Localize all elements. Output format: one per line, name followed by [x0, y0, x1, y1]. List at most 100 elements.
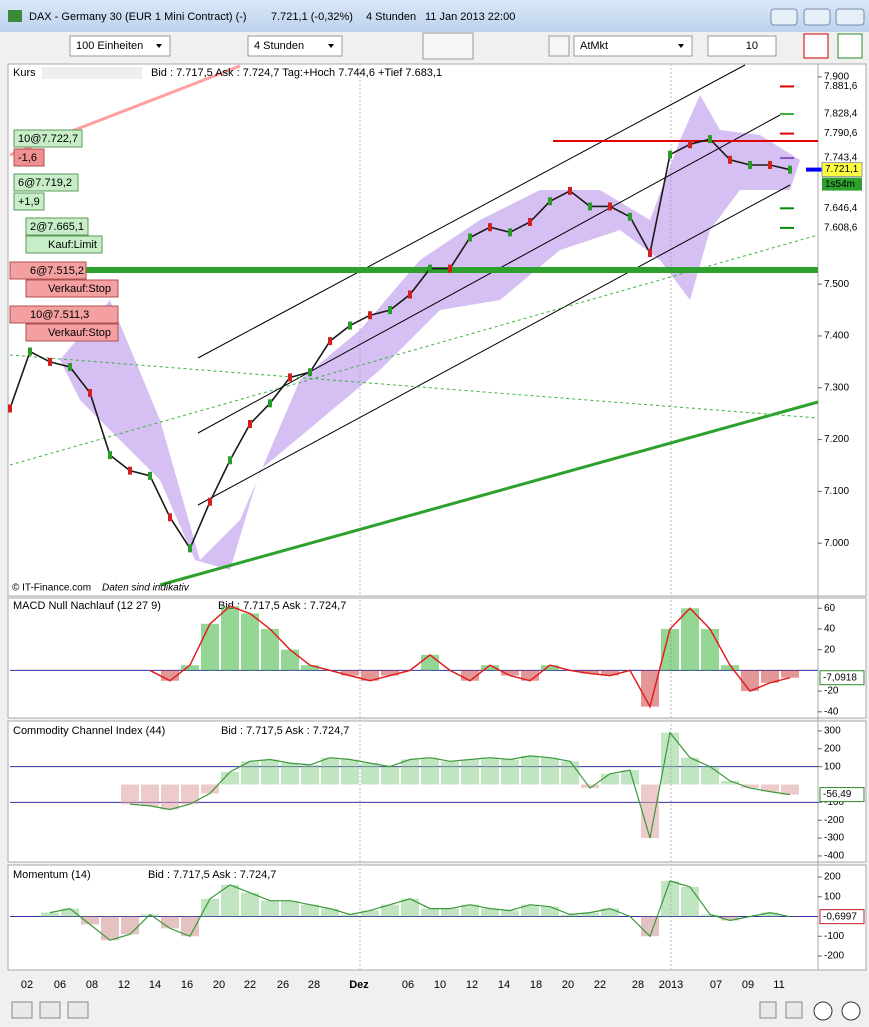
value-label-box: [819, 909, 865, 925]
x-tick-label: 18: [530, 979, 542, 991]
sell-button[interactable]: [803, 33, 829, 59]
order-box[interactable]: 10@7.722,7 -1,6: [13, 129, 83, 167]
scroll-button[interactable]: [785, 1001, 803, 1019]
y-tick-label: 200: [824, 743, 841, 754]
candle: [368, 311, 372, 320]
histogram-bar: [161, 916, 179, 929]
channel-line: [197, 64, 746, 359]
level-label: 7.828,4: [824, 109, 858, 120]
histogram-bar: [441, 908, 459, 917]
order-box[interactable]: 10@7.511,3 Verkauf:Stop: [9, 305, 119, 342]
histogram-bar: [601, 670, 619, 676]
order-detail: Kauf:Limit: [48, 239, 97, 251]
candle: [608, 202, 612, 211]
x-tick-label: 14: [149, 979, 161, 991]
x-tick-label: 09: [742, 979, 754, 991]
candle: [568, 186, 572, 195]
histogram-bar: [301, 665, 319, 671]
histogram-bar: [641, 784, 659, 839]
histogram-bar: [501, 670, 519, 676]
histogram-bar: [781, 784, 799, 795]
histogram-bar: [421, 757, 439, 785]
histogram-bar: [521, 904, 539, 917]
y-tick-label: -200: [824, 951, 844, 962]
candle: [8, 404, 12, 413]
histogram-bar: [501, 910, 519, 917]
level-label: 7.646,4: [824, 203, 858, 214]
candle: [228, 456, 232, 465]
x-tick-label: 2013: [659, 979, 683, 991]
window-datetime: 11 Jan 2013 22:00: [425, 11, 515, 23]
interval-select[interactable]: [247, 35, 343, 57]
histogram-bar: [701, 766, 719, 785]
histogram-bar: [481, 908, 499, 917]
order-type-select[interactable]: [573, 35, 693, 57]
candle: [648, 249, 652, 258]
y-tick-label: -400: [824, 851, 844, 862]
trend-line: [159, 400, 819, 587]
histogram-bar: [101, 916, 119, 941]
candle: [628, 212, 632, 221]
order-box[interactable]: 6@7.719,2 +1,9: [13, 173, 79, 211]
window-price: 7.721,1 (-0,32%): [271, 11, 353, 23]
minimize-button[interactable]: [770, 8, 798, 26]
x-tick-label: 14: [498, 979, 510, 991]
order-box[interactable]: 6@7.515,2 Verkauf:Stop: [9, 261, 119, 298]
dropdown-arrow: [328, 44, 334, 48]
histogram-bar: [221, 606, 239, 671]
value-label: -0,6997: [823, 911, 857, 922]
y-tick-label: -100: [824, 931, 844, 942]
panel-title: MACD Null Nachlauf (12 27 9): [13, 600, 161, 612]
order-box[interactable]: 2@7.665,1 Kauf:Limit: [25, 217, 103, 254]
histogram-bar: [581, 784, 599, 789]
value-label: -56,49: [823, 789, 852, 800]
units-text: 100 Einheiten: [76, 40, 143, 52]
histogram-bar: [561, 761, 579, 785]
histogram-bar: [261, 759, 279, 785]
y-tick-label: 7.000: [824, 538, 849, 549]
y-tick-label: 40: [824, 624, 836, 635]
zoom-in-button[interactable]: [841, 1001, 861, 1021]
candle: [348, 321, 352, 330]
level-label: 7.608,6: [824, 223, 858, 234]
histogram-bar: [141, 914, 159, 917]
candle: [208, 497, 212, 506]
histogram-bar: [181, 784, 199, 805]
histogram-bar: [681, 608, 699, 671]
candle: [708, 135, 712, 144]
histogram-bar: [681, 757, 699, 785]
histogram-bar: [181, 665, 199, 671]
maximize-button[interactable]: [803, 8, 831, 26]
mail-button[interactable]: [11, 1001, 33, 1019]
histogram-bar: [741, 784, 759, 789]
panel-title: Momentum (14): [13, 869, 91, 881]
units-select[interactable]: [69, 35, 171, 57]
quantity-input[interactable]: [707, 35, 777, 57]
y-tick-label: 60: [824, 603, 836, 614]
value-label: -7,0918: [823, 672, 857, 683]
histogram-bar: [481, 665, 499, 671]
candle: [688, 140, 692, 149]
order-label: 10@7.511,3: [30, 309, 89, 321]
histogram-bar: [501, 759, 519, 785]
zoom-out-button[interactable]: [813, 1001, 833, 1021]
close-button[interactable]: [835, 8, 865, 26]
x-tick-label: Dez: [349, 979, 369, 991]
link-button[interactable]: [67, 1001, 89, 1019]
histogram-bar: [261, 628, 279, 671]
settings-button[interactable]: [548, 35, 570, 57]
candle: [508, 228, 512, 237]
y-tick-label: -100: [824, 797, 844, 808]
level-label: 7.790,6: [824, 128, 858, 139]
print-button[interactable]: [39, 1001, 61, 1019]
x-tick-label: 02: [21, 979, 33, 991]
candle: [188, 544, 192, 553]
histogram-bar: [721, 665, 739, 671]
panel-icons[interactable]: [42, 67, 142, 79]
chart-style-button[interactable]: [422, 32, 474, 60]
buy-button[interactable]: [837, 33, 863, 59]
panel-quote: Bid : 7.717,5 Ask : 7.724,7: [218, 600, 346, 612]
histogram-bar: [361, 763, 379, 785]
scroll-button[interactable]: [759, 1001, 777, 1019]
histogram-bar: [641, 670, 659, 707]
